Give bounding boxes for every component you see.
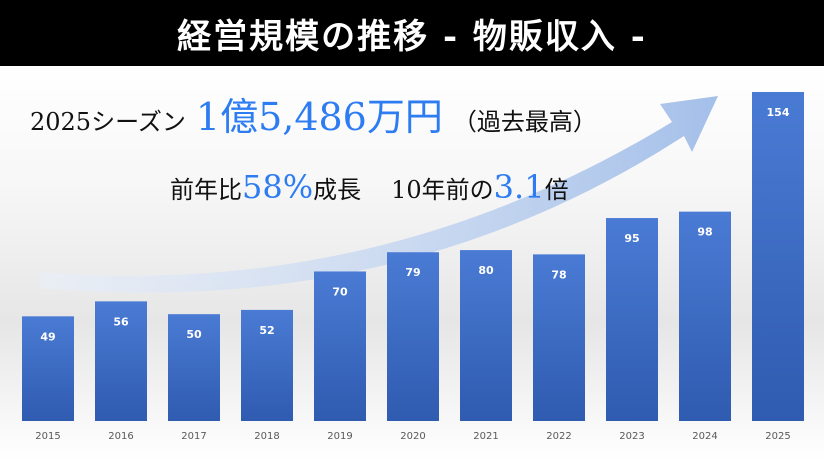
decade-prefix: 10年前の [391,176,494,204]
bars-layer: 49 2015 56 2016 50 2017 52 2018 70 2019 79 2020 80 20… [22,92,804,442]
x-tick-2020: 2020 [400,431,425,442]
x-tick-2025: 2025 [765,431,790,442]
data-label-2023: 95 [624,232,639,245]
x-tick-2024: 2024 [692,431,717,442]
bar-2022 [533,254,585,421]
headline-note: （過去最高） [452,108,597,136]
data-label-2020: 79 [405,266,420,279]
x-tick-2022: 2022 [546,431,571,442]
headline-amount: 1億5,486万円 [195,95,443,139]
bar-2016 [95,301,147,421]
headline: 2025シーズン 1億5,486万円 （過去最高） [30,86,597,141]
x-tick-2018: 2018 [254,431,279,442]
yoy-prefix: 前年比 [170,176,242,204]
bar-2019 [314,271,366,421]
growth-arrow-icon [40,96,718,293]
data-label-2025: 154 [767,106,790,119]
bar-2025 [752,92,804,421]
data-label-2016: 56 [113,315,129,328]
x-tick-2023: 2023 [619,431,644,442]
yoy-suffix: 成長 [313,176,362,204]
bar-2017 [168,314,220,421]
data-label-2021: 80 [478,264,494,277]
bar-2023 [606,218,658,421]
data-label-2019: 70 [332,285,348,298]
x-tick-2016: 2016 [108,431,133,442]
data-label-2015: 49 [40,330,55,343]
x-tick-2017: 2017 [181,431,206,442]
headline-label: 2025シーズン [30,108,186,136]
x-tick-2015: 2015 [35,431,60,442]
bar-2024 [679,211,731,421]
yoy-growth: 58% [242,168,314,206]
bar-2018 [241,309,293,421]
page-title: 経営規模の推移 - 物販収入 - [177,16,647,57]
data-label-2024: 98 [697,226,712,239]
x-tick-2021: 2021 [473,431,498,442]
decade-multiple: 3.1 [493,168,545,206]
growth-summary: 前年比58%成長 10年前の3.1倍 [170,168,569,206]
data-label-2017: 50 [186,328,202,341]
bar-2020 [387,252,439,421]
data-label-2018: 52 [259,324,274,337]
x-tick-2019: 2019 [327,431,352,442]
bar-2015 [22,316,74,421]
title-bar: 経営規模の推移 - 物販収入 - [0,0,824,66]
bar-2021 [460,250,512,421]
decade-suffix: 倍 [544,176,569,204]
data-label-2022: 78 [551,268,566,281]
